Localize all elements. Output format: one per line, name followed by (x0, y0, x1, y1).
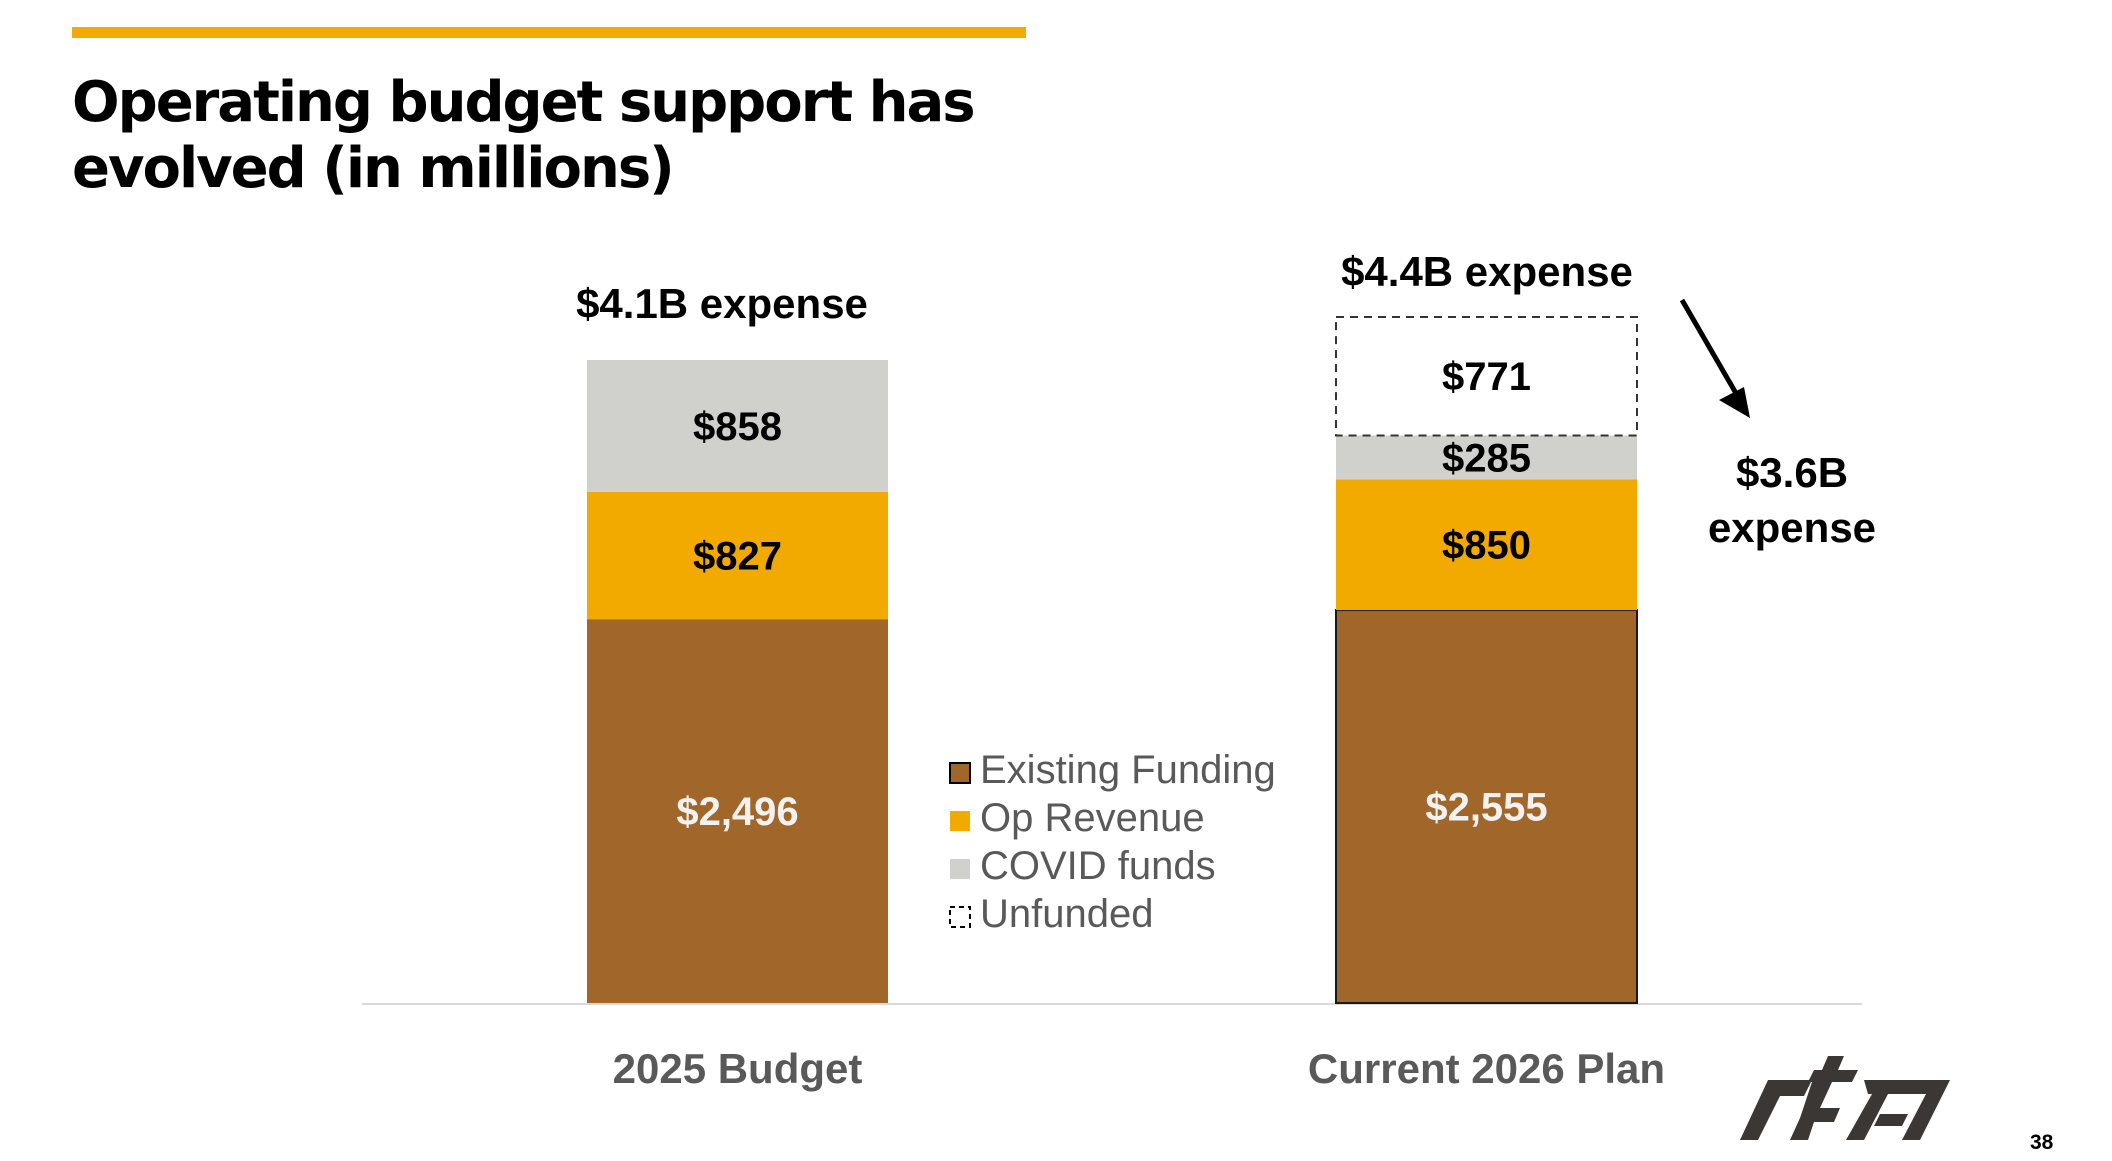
slide-title: Operating budget support has evolved (in… (72, 70, 976, 201)
accent-bar (72, 27, 1026, 38)
bar-segment-covid-funds (587, 360, 888, 492)
bar-segment-existing-funding (1335, 609, 1638, 1004)
legend-swatch-covid-funds (950, 859, 970, 879)
legend-label: Existing Funding (980, 748, 1276, 792)
data-label: $771 (1442, 355, 1531, 399)
bars-group (587, 315, 1638, 1004)
funded-total-line1: $3.6B (1736, 449, 1848, 496)
legend-swatch-existing-funding (949, 762, 971, 784)
page-number: 38 (2030, 1131, 2054, 1154)
legend-label: COVID funds (980, 844, 1216, 888)
bar1-total-label: $4.1B expense (576, 280, 868, 327)
legend-label: Unfunded (980, 892, 1153, 936)
bar-segment-op-revenue (1336, 479, 1637, 611)
bar-segment-op-revenue (587, 491, 888, 620)
data-label: $285 (1442, 436, 1531, 480)
x-tick-labels-group: 2025 Budget Current 2026 Plan (613, 1045, 1665, 1092)
bar-segment-unfunded (1335, 315, 1638, 437)
legend-swatch-op-revenue (950, 811, 970, 831)
bar2-total-label: $4.4B expense (1341, 248, 1633, 295)
legend-swatch-unfunded (949, 906, 971, 928)
segment-labels-group: $2,496 $827 $858 $2,555 $850 $285 $771 (676, 355, 1547, 834)
bar-segment-existing-funding (587, 619, 888, 1003)
data-label: $827 (693, 535, 782, 579)
legend-label: Op Revenue (980, 796, 1205, 840)
funded-total-line2: expense (1708, 504, 1876, 551)
rta-logo-icon (1740, 1056, 1950, 1140)
data-label: $858 (693, 405, 782, 449)
x-tick-label: Current 2026 Plan (1308, 1045, 1665, 1092)
arrow-down-right-icon (1679, 298, 1750, 418)
data-label: $2,555 (1425, 786, 1547, 830)
data-label: $2,496 (676, 790, 798, 834)
data-label: $850 (1442, 524, 1531, 568)
x-tick-label: 2025 Budget (613, 1045, 863, 1092)
bar-segment-covid-funds (1336, 435, 1637, 480)
